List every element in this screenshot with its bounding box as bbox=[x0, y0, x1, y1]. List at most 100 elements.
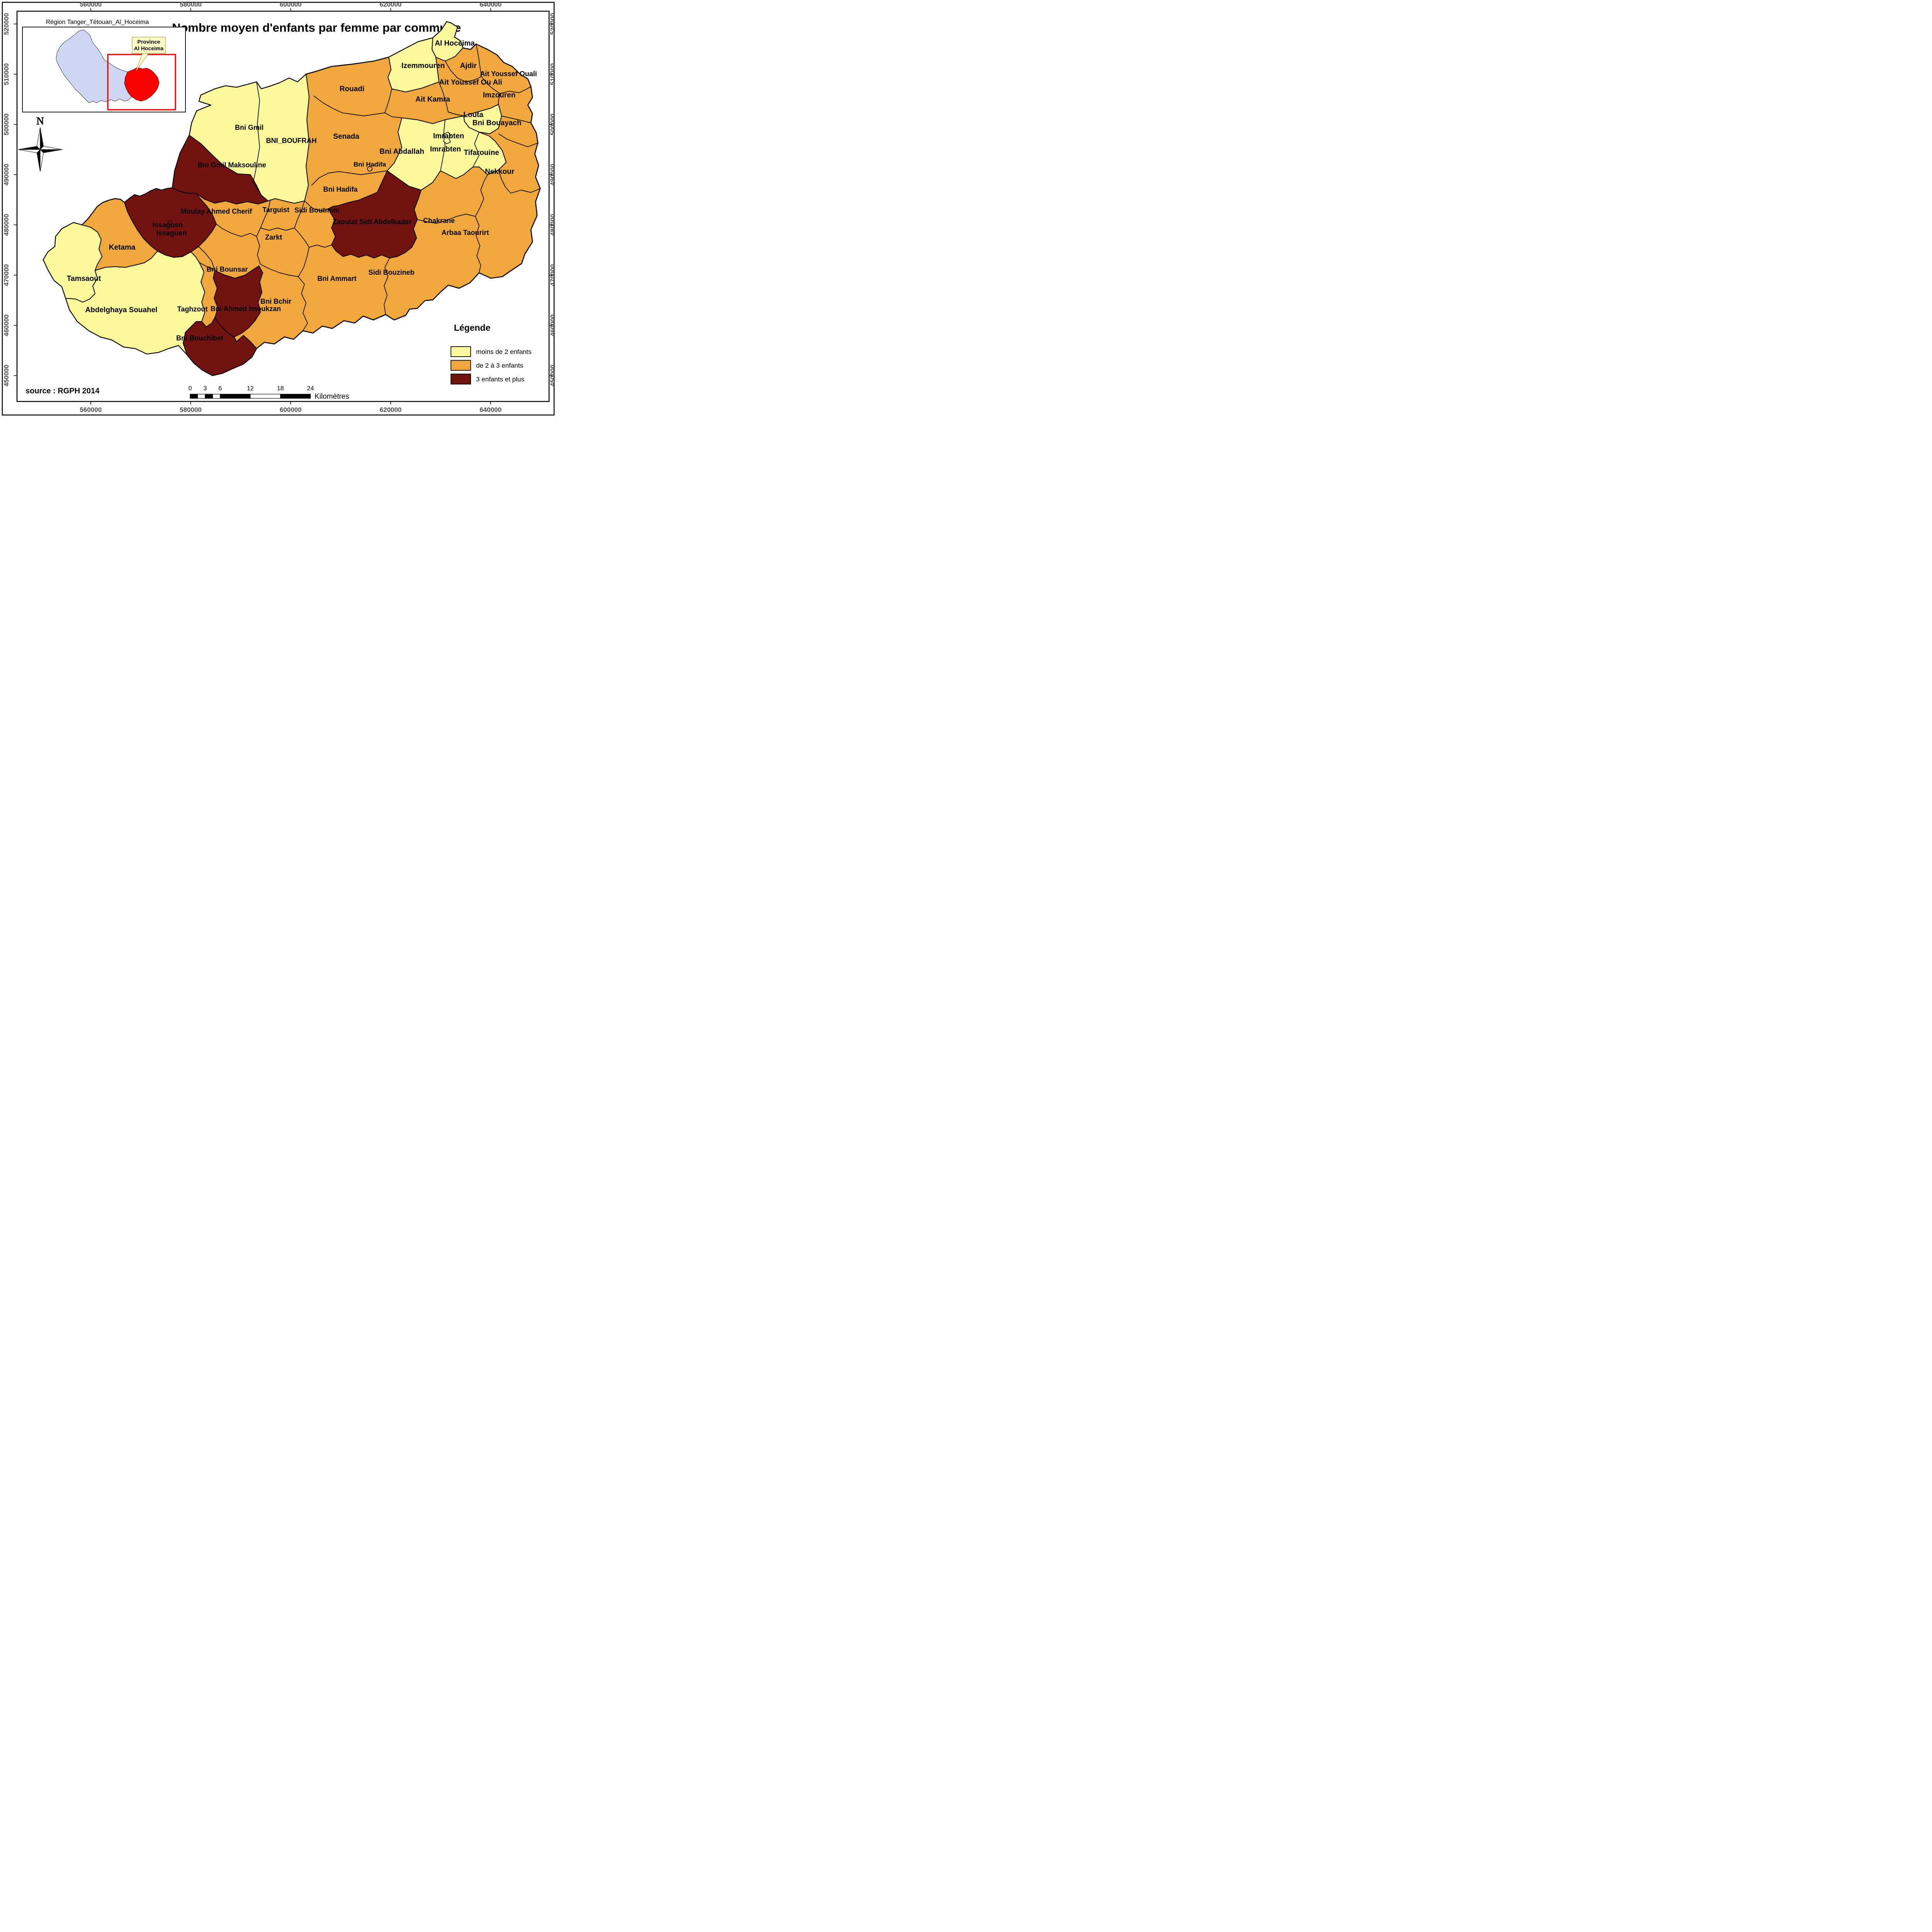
enclave-ring-imrabten bbox=[443, 132, 451, 144]
commune-label-bni-abdallah: Bni Abdallah bbox=[379, 148, 424, 156]
axis-label-bottom-560000: 560000 bbox=[80, 406, 102, 413]
north-arrow: N bbox=[18, 115, 63, 172]
commune-label-bni-bchir: Bni Bchir bbox=[260, 298, 291, 305]
region-bni-ahmed-imoukzan bbox=[213, 265, 263, 337]
axis-label-left-450000: 450000 bbox=[3, 365, 10, 387]
inset-callout-line-2: Al Hoceima bbox=[134, 45, 163, 51]
map-page: Nombre moyen d'enfants par femme par com… bbox=[0, 0, 556, 417]
commune-borders bbox=[198, 44, 541, 331]
commune-label-taghzout: Taghzout bbox=[177, 305, 208, 313]
legend: Légende moins de 2 enfants de 2 à 3 enfan… bbox=[451, 323, 532, 384]
commune-label-senada: Senada bbox=[333, 133, 359, 141]
commune-label-sidi-boutmim: Sidi Boutmim bbox=[294, 206, 339, 214]
axis-label-left-510000: 510000 bbox=[3, 63, 10, 85]
scale-number-18: 18 bbox=[277, 385, 284, 392]
source-note: source : RGPH 2014 bbox=[26, 387, 100, 395]
axis-labels: 560000 560000 580000 580000 600000 600000 6200… bbox=[3, 1, 556, 413]
legend-label-3-enfants-et-plus: 3 enfants et plus bbox=[476, 376, 524, 383]
inset-province-shape bbox=[124, 67, 160, 102]
commune-label-abdelghaya-souahel: Abdelghaya Souahel bbox=[85, 306, 158, 314]
axis-label-top-560000: 560000 bbox=[80, 1, 102, 8]
commune-label-issaguen: Issaguen bbox=[156, 229, 187, 237]
axis-label-right-520000: 520000 bbox=[549, 13, 556, 35]
axis-label-top-580000: 580000 bbox=[180, 1, 202, 8]
scale-unit: Kilomètres bbox=[315, 393, 349, 401]
scale-segment bbox=[197, 394, 206, 399]
axis-label-left-520000: 520000 bbox=[3, 13, 10, 35]
axis-label-bottom-580000: 580000 bbox=[180, 406, 202, 413]
axis-label-right-480000: 480000 bbox=[549, 214, 556, 236]
commune-label-ait-kamra: Ait Kamra bbox=[415, 95, 450, 104]
axis-label-left-460000: 460000 bbox=[3, 315, 10, 337]
province-map bbox=[43, 21, 541, 376]
scale-number-6: 6 bbox=[218, 385, 222, 392]
commune-label-imrabten: Imrabten bbox=[430, 145, 461, 153]
scale-segment bbox=[220, 394, 251, 399]
scale-number-24: 24 bbox=[307, 385, 314, 392]
inset-callout-box bbox=[132, 37, 166, 54]
inset-region-shape bbox=[56, 29, 132, 103]
commune-label-imrabten: Imrabten bbox=[433, 132, 464, 140]
legend-swatch-de-2-3-enfants bbox=[451, 360, 471, 371]
commune-label-bni-bounsar: Bni Bounsar bbox=[206, 265, 248, 273]
commune-label-ketama: Ketama bbox=[109, 243, 136, 252]
legend-swatch-3-enfants-et-plus bbox=[451, 374, 471, 384]
axis-label-bottom-600000: 600000 bbox=[280, 406, 302, 413]
commune-label-issaguen: Issaguen bbox=[153, 221, 183, 229]
commune-label-ait-youssef-ouali: Ait Youssef Ouali bbox=[480, 70, 537, 78]
axis-label-top-600000: 600000 bbox=[280, 1, 302, 8]
scale-segment bbox=[190, 394, 198, 399]
scale-segment bbox=[205, 394, 213, 399]
map-canvas: Nombre moyen d'enfants par femme par com… bbox=[2, 1, 556, 416]
axis-label-right-500000: 500000 bbox=[549, 114, 556, 136]
axis-label-right-450000: 450000 bbox=[549, 365, 556, 387]
commune-label-zarkt: Zarkt bbox=[265, 233, 282, 241]
scale-bar: 0 3 6 12 18 24 Kilomètres bbox=[189, 385, 349, 401]
north-label: N bbox=[36, 115, 44, 127]
axis-label-right-460000: 460000 bbox=[549, 315, 556, 337]
scale-segment bbox=[212, 394, 221, 399]
inset-map: Région Tanger_Tétouan_Al_Hoceima Provinc… bbox=[22, 19, 186, 112]
commune-label-nekkour: Nekkour bbox=[485, 168, 515, 176]
commune-label-tifarouine: Tifarouine bbox=[464, 149, 499, 157]
commune-label-bni-gmil-maksouline: Bni Gmil Maksouline bbox=[197, 161, 266, 169]
commune-label-bni-bouchibet: Bni Bouchibet bbox=[176, 334, 223, 342]
commune-label-izemmouren: Izemmouren bbox=[401, 62, 445, 70]
axis-label-top-640000: 640000 bbox=[480, 1, 502, 8]
commune-label-sidi-bouzineb: Sidi Bouzineb bbox=[369, 269, 415, 276]
axis-label-left-500000: 500000 bbox=[3, 114, 10, 136]
page-border bbox=[2, 2, 555, 416]
legend-title: Légende bbox=[454, 323, 491, 333]
scale-segment bbox=[250, 394, 281, 399]
axis-label-bottom-620000: 620000 bbox=[380, 406, 402, 413]
enclave-ring-issaguen bbox=[168, 221, 172, 225]
commune-label-tamsaout: Tamsaout bbox=[67, 275, 101, 283]
commune-label-ait-youssef-ou-ali: Ait Youssef Ou Ali bbox=[439, 78, 502, 87]
commune-label-imzouren: Imzouren bbox=[483, 91, 515, 99]
scale-segment bbox=[280, 394, 311, 399]
inset-callout-line-1: Province bbox=[137, 39, 160, 45]
commune-label-bni-boufrah: BNI_BOUFRAH bbox=[266, 137, 316, 145]
axis-label-top-620000: 620000 bbox=[380, 1, 402, 8]
axis-label-left-490000: 490000 bbox=[3, 164, 10, 186]
commune-label-bni-bouayach: Bni Bouayach bbox=[473, 119, 522, 127]
region-bni-bouchibet bbox=[183, 317, 257, 376]
scale-number-12: 12 bbox=[247, 385, 254, 392]
axis-label-bottom-640000: 640000 bbox=[480, 406, 502, 413]
axis-ticks bbox=[14, 8, 552, 405]
axis-label-right-470000: 470000 bbox=[549, 264, 556, 286]
commune-label-bni-ahmed-imoukzan: Bni Ahmed Imoukzan bbox=[211, 305, 281, 313]
commune-label-al-hoceima: Al Hoceima bbox=[435, 39, 475, 48]
commune-label-bni-ammart: Bni Ammart bbox=[317, 275, 356, 282]
legend-label-moins-de-2-enfants: moins de 2 enfants bbox=[476, 348, 532, 355]
axis-label-left-480000: 480000 bbox=[3, 214, 10, 236]
commune-label-moulay-ahmed-cherif: Moulay Ahmed Cherif bbox=[181, 207, 252, 215]
scale-number-0: 0 bbox=[189, 385, 192, 392]
commune-label-arbaa-taourirt: Arbaa Taourirt bbox=[442, 229, 489, 236]
commune-label-louta: Louta bbox=[463, 111, 483, 119]
enclave-ring-bni-hadifa bbox=[367, 166, 372, 172]
scale-number-3: 3 bbox=[203, 385, 207, 392]
commune-label-bni-hadifa: Bni Hadifa bbox=[323, 185, 358, 193]
region-zaouiat-sidi-abdelkader bbox=[328, 170, 422, 259]
